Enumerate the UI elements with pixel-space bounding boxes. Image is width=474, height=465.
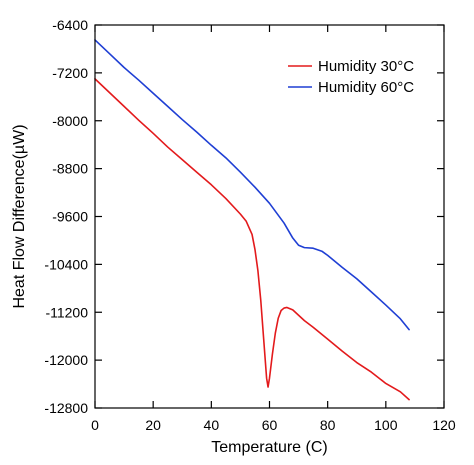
legend-label-humidity-60: Humidity 60°C [318,79,414,96]
legend-label-humidity-30: Humidity 30°C [318,58,414,75]
tick-labels: 0 20 40 60 80 100 120 -6400 -7200 -8000 -8800 -9600… [44,17,455,433]
legend: Humidity 30°C Humidity 60°C [288,58,414,96]
x-tick-label-3: 60 [262,417,278,433]
x-tick-label-0: 0 [91,417,99,433]
y-tick-label-8: -12800 [44,400,88,416]
x-tick-label-4: 80 [320,417,336,433]
x-tick-label-1: 20 [145,417,161,433]
y-tick-label-5: -10400 [44,256,88,272]
y-tick-label-7: -12000 [44,352,88,368]
y-tick-label-1: -7200 [52,65,88,81]
x-axis-title: Temperature (C) [211,439,327,456]
series-line-0 [94,78,410,401]
plot-frame [94,24,445,409]
y-tick-label-0: -6400 [52,17,88,33]
series-line-1 [94,39,410,331]
series-lines [94,39,410,401]
x-tick-label-6: 120 [432,417,456,433]
y-tick-label-6: -11200 [45,304,88,320]
y-tick-label-4: -9600 [52,209,88,225]
y-tick-label-3: -8800 [52,161,88,177]
y-axis-title: Heat Flow Difference(µW) [11,124,28,308]
x-tick-label-5: 100 [374,417,398,433]
x-tick-label-2: 40 [204,417,220,433]
y-tick-label-2: -8000 [52,113,88,129]
